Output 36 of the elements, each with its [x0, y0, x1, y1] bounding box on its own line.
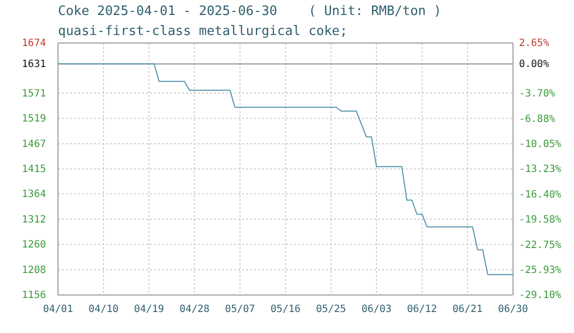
y2-tick-label: -3.70%: [519, 88, 556, 100]
x-tick-label: 05/16: [270, 304, 301, 316]
x-tick-label: 06/30: [498, 304, 528, 316]
y2-tick-label: 2.65%: [519, 38, 550, 50]
chart-title: Coke 2025-04-01 - 2025-06-30 ( Unit: RMB/ton ): [58, 4, 442, 19]
y-tick-label: 1156: [22, 290, 46, 302]
y-tick-label: 1364: [22, 189, 46, 200]
line-series: [58, 63, 514, 276]
x-tick-label: 05/25: [316, 304, 346, 316]
y-tick-label: 1260: [22, 240, 46, 251]
y2-tick-label: -13.23%: [519, 164, 562, 176]
y2-tick-label: 0.00%: [519, 59, 550, 70]
y2-tick-label: -16.40%: [519, 189, 562, 200]
chart-subtitle: quasi-first-class metallurgical coke;: [58, 24, 348, 39]
y2-tick-label: -22.75%: [519, 240, 562, 251]
y-tick-label: 1415: [22, 164, 46, 176]
y2-tick-label: -10.05%: [519, 139, 562, 150]
y-tick-label: 1674: [22, 38, 46, 50]
x-tick-label: 04/01: [42, 304, 74, 316]
y-tick-label: 1519: [22, 114, 46, 125]
y2-tick-label: -29.10%: [519, 290, 562, 302]
x-tick-label: 04/19: [134, 304, 164, 316]
x-tick-label: 06/03: [361, 304, 392, 316]
y-tick-label: 1312: [22, 214, 46, 226]
x-tick-label: 04/10: [88, 304, 119, 316]
y-tick-label: 1631: [22, 59, 46, 70]
x-tick-label: 04/28: [179, 304, 210, 316]
y-tick-label: 1208: [22, 264, 46, 276]
y2-tick-label: -19.58%: [519, 214, 562, 226]
x-tick-label: 06/12: [406, 304, 438, 316]
y2-tick-label: -6.88%: [519, 114, 556, 125]
y-tick-label: 1467: [22, 138, 46, 150]
y-tick-label: 1571: [22, 88, 46, 100]
x-tick-label: 05/07: [224, 304, 256, 316]
y2-tick-label: -25.93%: [519, 265, 562, 276]
x-tick-label: 06/21: [452, 304, 483, 316]
